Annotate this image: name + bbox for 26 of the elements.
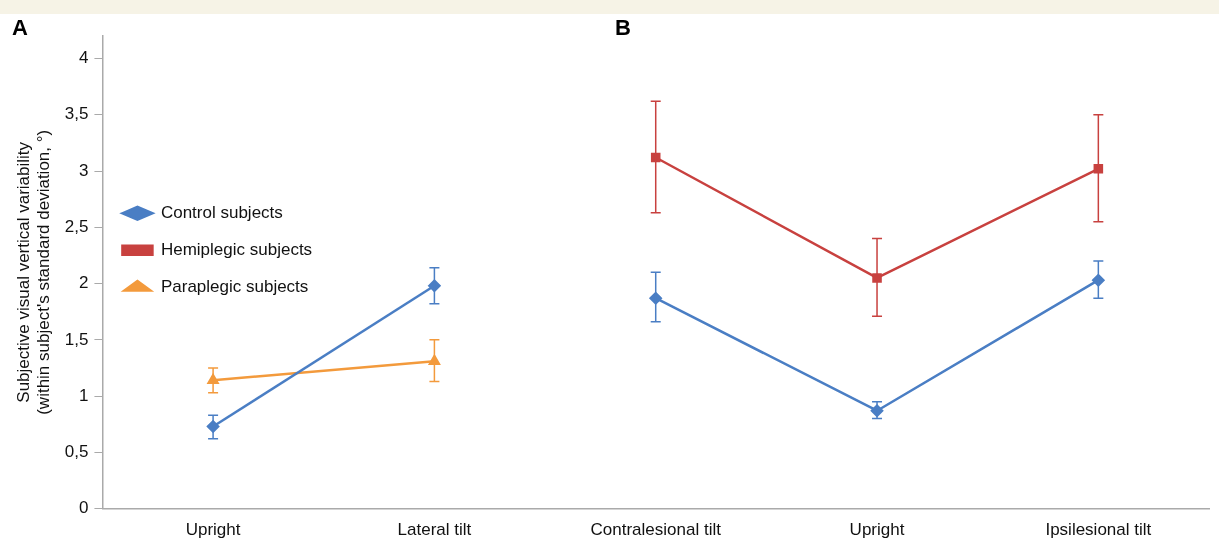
y-tick-label: 1 (78, 385, 89, 405)
x-tick-label: Lateral tilt (397, 520, 472, 540)
point (872, 273, 882, 283)
point (1093, 163, 1104, 174)
y-tick-label: 1,5 (64, 329, 89, 349)
y-axis-title: Subjective visual vertical variability (within subject's standard deviation, °) (13, 129, 54, 415)
y-tick-label: 2,5 (64, 216, 89, 236)
y-tick-label: 2 (78, 273, 89, 293)
x-tick-label: Upright (185, 520, 241, 540)
point (428, 279, 441, 293)
legend-label: Hemiplegic subjects (160, 239, 313, 259)
y-tick-label: 0,5 (64, 442, 89, 462)
y-tick-label: 3 (78, 160, 89, 180)
legend-label: Control subjects (160, 202, 283, 222)
annotation: B (615, 15, 631, 41)
text: A (12, 15, 28, 41)
y-tick-label: 0 (78, 498, 89, 518)
y-tick-label: 3,5 (64, 104, 89, 124)
legend-label: Paraplegic subjects (160, 276, 309, 296)
x-tick-label: Upright (849, 520, 905, 540)
y-tick-label: 4 (78, 48, 89, 68)
point (650, 152, 661, 163)
point (649, 291, 662, 305)
point (1092, 273, 1105, 287)
x-tick-label: Contralesional tilt (590, 520, 722, 540)
x-tick-label: Ipsilesional tilt (1045, 520, 1152, 540)
